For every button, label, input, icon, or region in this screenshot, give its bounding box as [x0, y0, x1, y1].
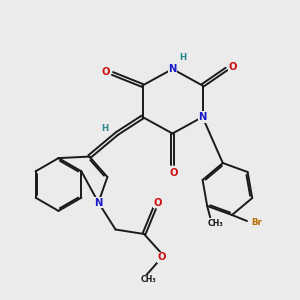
Text: Br: Br — [251, 218, 262, 227]
Text: CH₃: CH₃ — [208, 219, 224, 228]
Text: N: N — [168, 64, 177, 74]
Text: H: H — [101, 124, 108, 133]
Text: N: N — [198, 112, 207, 122]
Text: O: O — [229, 62, 237, 73]
Text: O: O — [170, 167, 178, 178]
Text: O: O — [102, 67, 110, 77]
Text: CH₃: CH₃ — [141, 275, 156, 284]
Text: H: H — [179, 53, 187, 62]
Text: O: O — [158, 252, 166, 262]
Text: N: N — [94, 197, 103, 208]
Text: O: O — [154, 197, 162, 208]
